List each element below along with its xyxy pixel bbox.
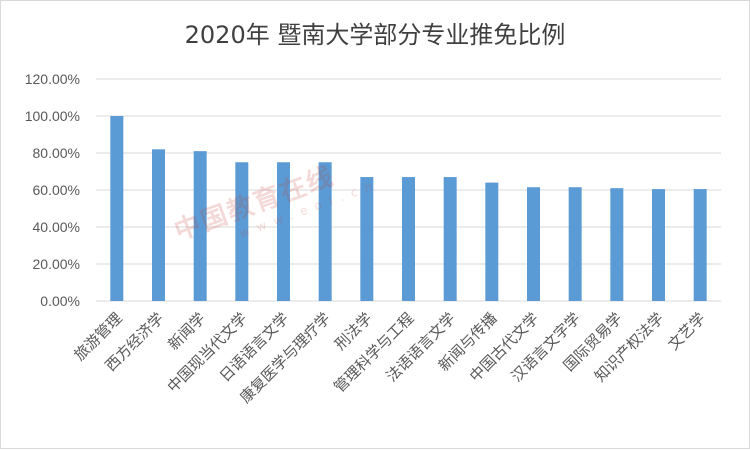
bar	[527, 187, 540, 301]
bar	[693, 189, 707, 301]
y-tick-label: 60.00%	[33, 182, 80, 198]
y-tick-label: 100.00%	[25, 108, 80, 124]
chart-title: 2020年 暨南大学部分专业推免比例	[184, 21, 566, 49]
bar	[193, 151, 207, 301]
bar	[568, 187, 582, 301]
bar	[360, 177, 374, 301]
bar	[652, 189, 665, 301]
bar	[110, 116, 124, 301]
y-tick-label: 20.00%	[33, 256, 80, 272]
y-tick-label: 120.00%	[25, 71, 80, 87]
bar	[443, 177, 457, 301]
bar	[485, 182, 499, 301]
x-category-label: 文艺学	[664, 309, 709, 354]
bar	[402, 177, 415, 301]
bar	[610, 188, 624, 301]
y-tick-label: 0.00%	[40, 293, 80, 309]
bar	[277, 162, 290, 301]
bar	[235, 162, 249, 301]
y-tick-label: 80.00%	[33, 145, 80, 161]
bar	[152, 149, 165, 301]
y-tick-label: 40.00%	[33, 219, 80, 235]
bar	[318, 162, 332, 301]
